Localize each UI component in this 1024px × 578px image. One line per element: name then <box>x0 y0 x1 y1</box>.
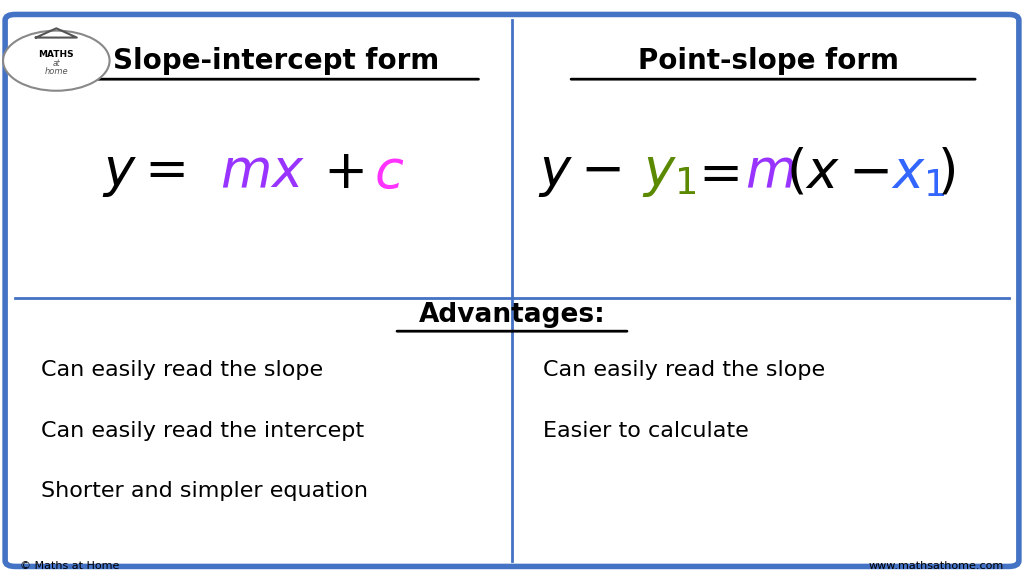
Text: Slope-intercept form: Slope-intercept form <box>114 47 439 75</box>
FancyBboxPatch shape <box>5 14 1019 566</box>
Text: Easier to calculate: Easier to calculate <box>543 421 749 440</box>
Text: $m$: $m$ <box>745 148 796 199</box>
Text: Can easily read the slope: Can easily read the slope <box>41 360 324 380</box>
Text: Can easily read the intercept: Can easily read the intercept <box>41 421 365 440</box>
Text: $=$: $=$ <box>688 148 739 199</box>
Text: $c$: $c$ <box>374 148 404 199</box>
Text: $(x - $: $(x - $ <box>786 148 889 199</box>
Text: home: home <box>44 66 69 76</box>
Text: www.mathsathome.com: www.mathsathome.com <box>868 561 1004 571</box>
Text: $mx$: $mx$ <box>220 148 305 199</box>
Text: $x_1$: $x_1$ <box>891 148 945 199</box>
Text: at: at <box>52 58 60 68</box>
Circle shape <box>3 31 110 91</box>
Text: Advantages:: Advantages: <box>419 302 605 328</box>
Text: $y_1$: $y_1$ <box>642 148 696 199</box>
Text: $y = $: $y = $ <box>102 148 185 199</box>
Text: Can easily read the slope: Can easily read the slope <box>543 360 825 380</box>
Text: $y - $: $y - $ <box>538 148 621 199</box>
Text: Shorter and simpler equation: Shorter and simpler equation <box>41 481 368 501</box>
Text: © Maths at Home: © Maths at Home <box>20 561 120 571</box>
Text: Point-slope form: Point-slope form <box>638 47 898 75</box>
Text: $)$: $)$ <box>937 148 955 199</box>
Text: MATHS: MATHS <box>39 50 74 60</box>
Text: $+$: $+$ <box>323 148 364 199</box>
